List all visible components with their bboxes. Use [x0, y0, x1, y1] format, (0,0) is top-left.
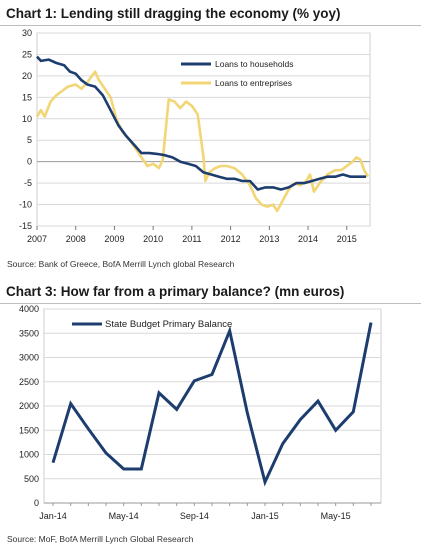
chart1-x-tick-label: 2008 [66, 234, 86, 244]
chart1-x-tick-label: 2009 [104, 234, 124, 244]
chart1-x-tick-label: 2015 [337, 234, 357, 244]
chart3-y-tick-label: 1500 [19, 425, 39, 435]
chart1-y-tick-label: -15 [19, 221, 32, 231]
chart1-x-tick-label: 2011 [182, 234, 201, 244]
chart1-x-tick-label: 2010 [143, 234, 163, 244]
chart1-legend-label: Loans to entreprises [215, 78, 292, 88]
chart1-x-tick-label: 2014 [298, 234, 318, 244]
chart3-y-tick-label: 0 [34, 498, 39, 508]
chart1-x-tick-label: 2007 [27, 234, 47, 244]
chart3-x-tick-label: Jan-15 [251, 511, 279, 521]
chart1-title-rule [0, 25, 421, 26]
chart1-plot-frame [36, 32, 371, 227]
chart1-source: Source: Bank of Greece, BofA Merrill Lyn… [7, 259, 235, 269]
chart3-y-tick-label: 3500 [19, 328, 39, 338]
chart3-series-line [51, 322, 373, 487]
chart1-series-entreprises-line [35, 70, 370, 213]
chart3-y-tick-label: 3000 [19, 353, 39, 363]
chart3-y-tick-label: 4000 [19, 304, 39, 314]
chart1-title: Chart 1: Lending still dragging the econ… [6, 6, 341, 21]
chart1-y-tick-label: 0 [27, 157, 32, 167]
chart3-x-tick-label: May-14 [109, 511, 139, 521]
chart1-y-tick-label: 10 [22, 114, 32, 124]
chart3-title-rule [0, 303, 421, 304]
chart1-y-tick-label: -10 [19, 200, 32, 210]
chart1-y-tick-label: -5 [24, 178, 32, 188]
chart1-legend-label: Loans to households [215, 59, 293, 69]
chart3-x-tick-label: Jan-14 [39, 511, 67, 521]
chart3-x-tick-label: May-15 [321, 511, 351, 521]
chart3-y-tick-label: 2500 [19, 377, 39, 387]
chart3-source: Source: MoF, BofA Merrill Lynch Global R… [7, 534, 194, 544]
chart3-y-tick-label: 2000 [19, 401, 39, 411]
chart1-y-tick-label: 15 [22, 92, 32, 102]
chart1-series-households-line [36, 55, 367, 191]
chart3-y-tick-label: 1000 [19, 450, 39, 460]
chart1-x-tick-label: 2013 [259, 234, 279, 244]
chart3-x-tick-label: Sep-14 [180, 511, 209, 521]
chart1-x-tick-label: 2012 [221, 234, 241, 244]
chart3-legend-label: State Budget Primary Balance [105, 319, 232, 330]
chart1-y-tick-label: 5 [27, 135, 32, 145]
chart3-y-tick-label: 500 [24, 474, 39, 484]
chart3-title: Chart 3: How far from a primary balance?… [6, 284, 345, 299]
chart1-y-tick-label: 25 [22, 49, 32, 59]
chart1-y-tick-label: 30 [22, 28, 32, 38]
chart1-y-tick-label: 20 [22, 71, 32, 81]
